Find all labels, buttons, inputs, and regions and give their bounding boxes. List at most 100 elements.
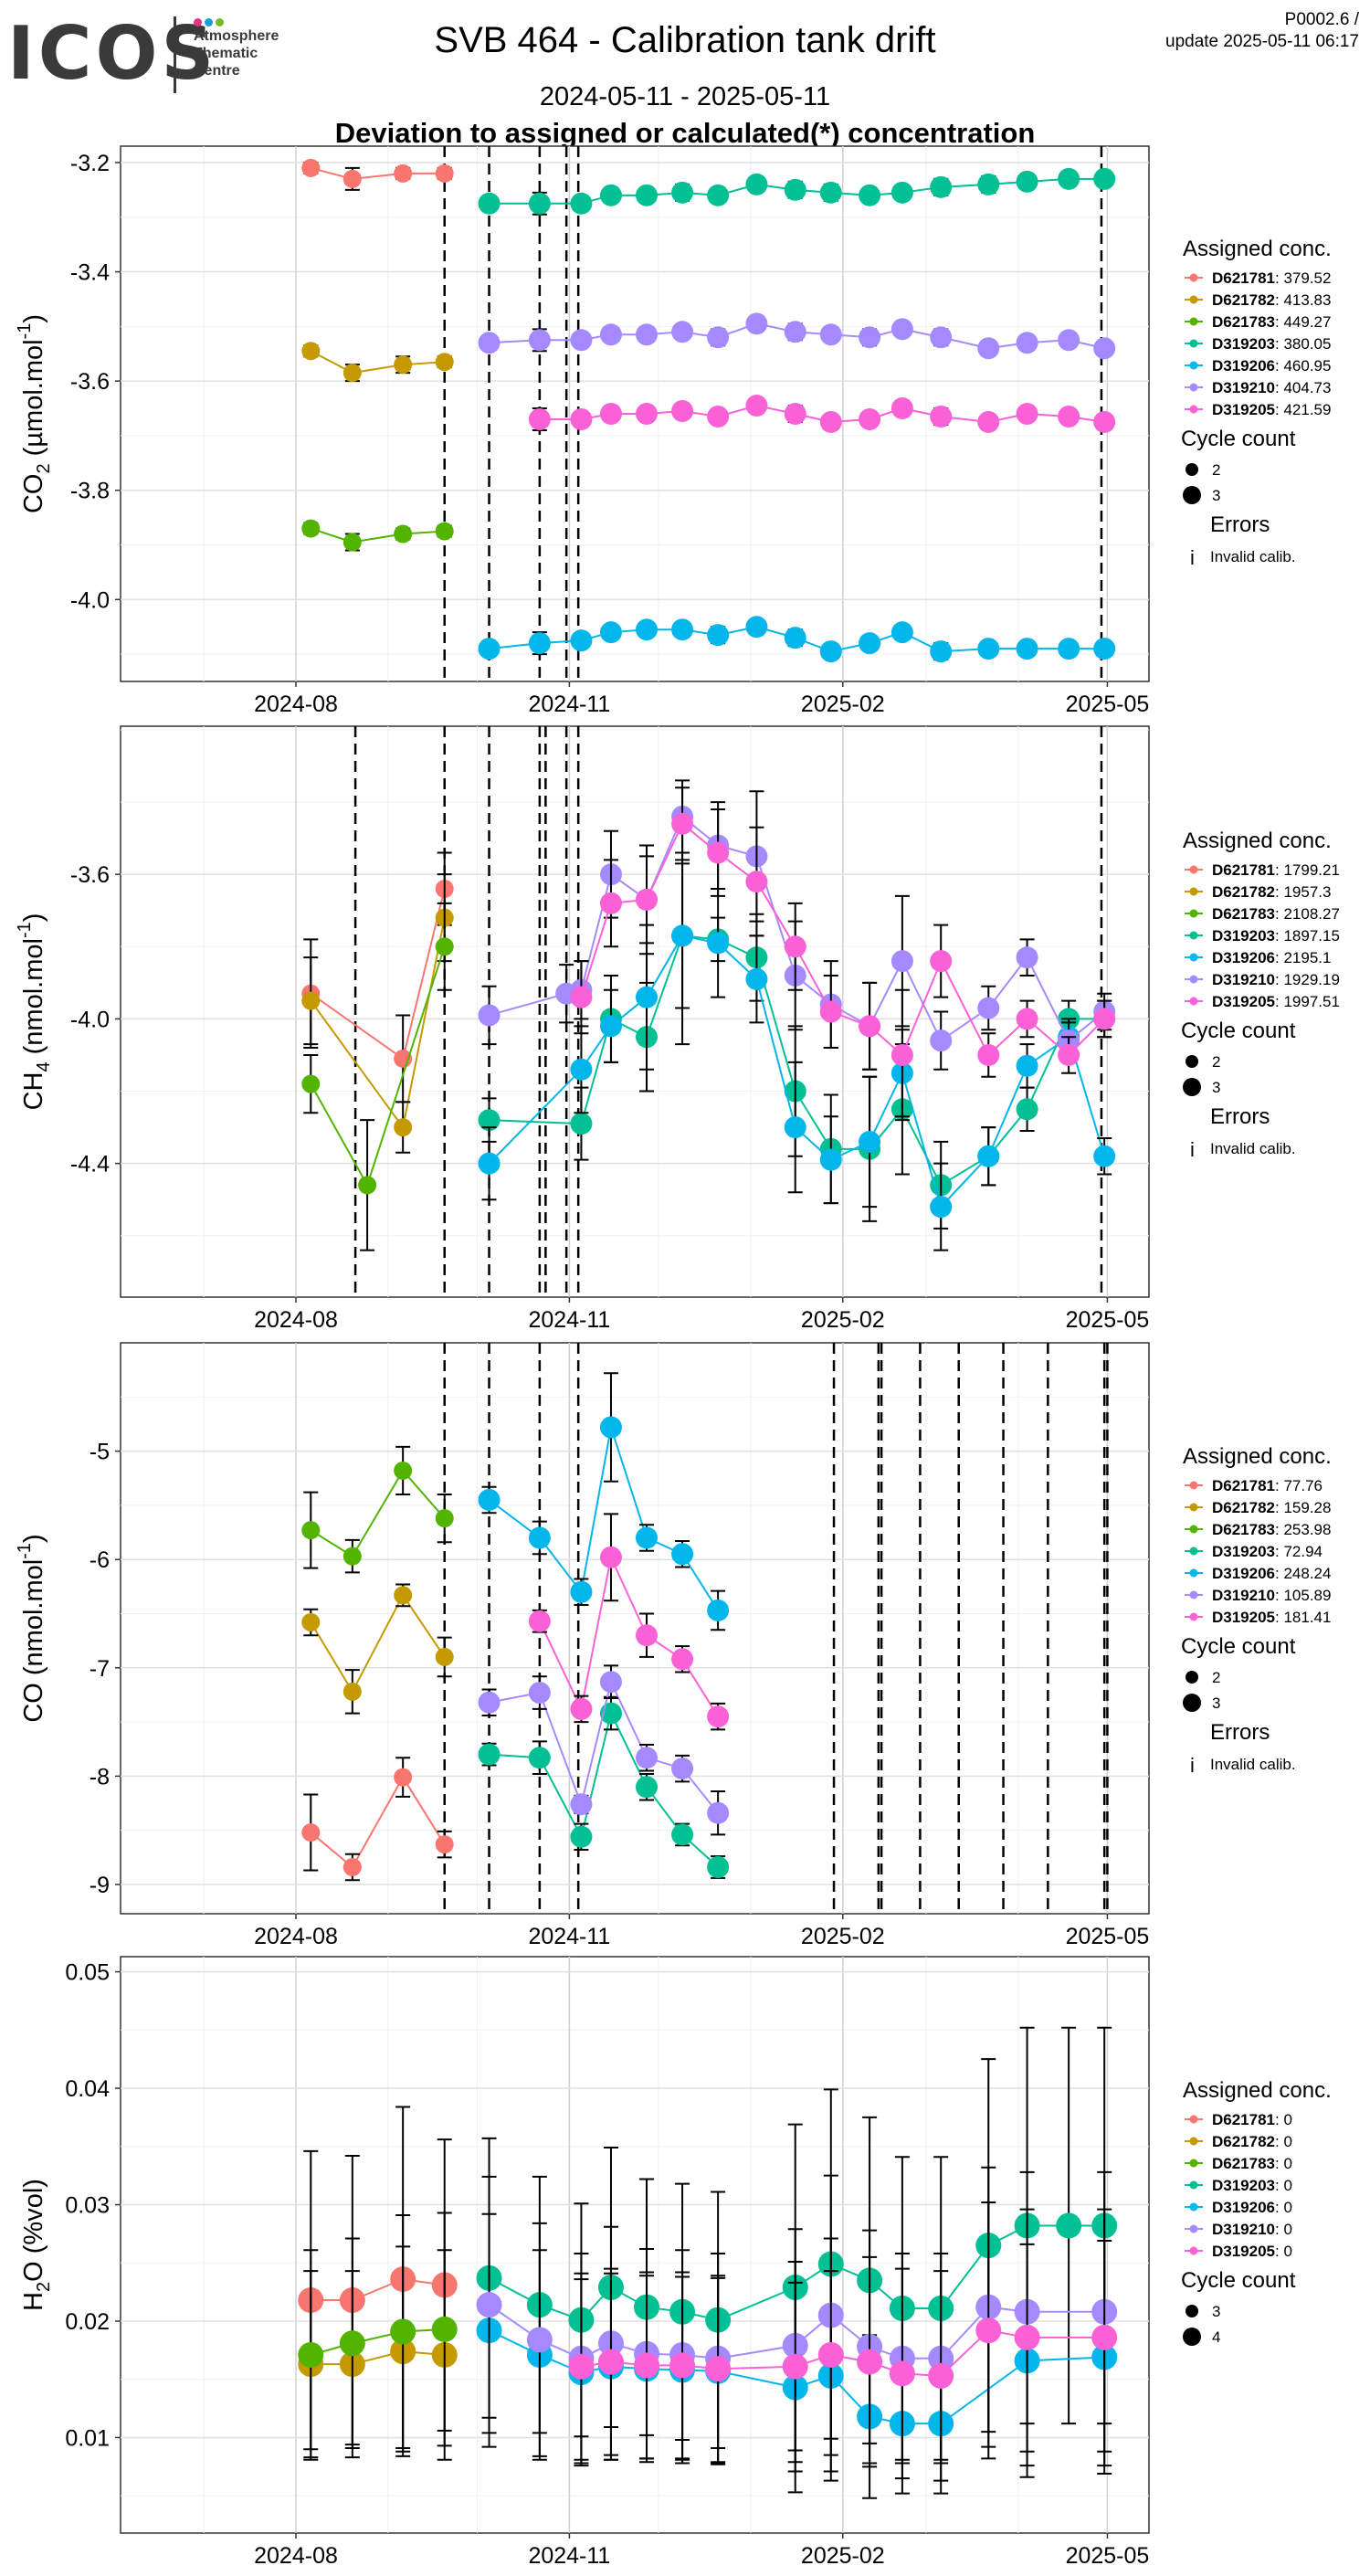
- legend-cycle-dot: [1186, 463, 1198, 476]
- data-point-D319205: [782, 2353, 808, 2380]
- data-point-D621783: [339, 2330, 365, 2357]
- data-point-D621783: [298, 2341, 324, 2368]
- legend-cycle-dot: [1183, 486, 1201, 504]
- data-point-D319203: [570, 1825, 593, 1848]
- data-point-D319210: [599, 323, 622, 346]
- data-point-D319205: [930, 950, 953, 973]
- data-point-D319206: [478, 638, 501, 660]
- logo-divider: [174, 16, 176, 93]
- data-point-D319205: [745, 871, 768, 893]
- series-line-D319206: [488, 934, 1106, 1209]
- legend-entry-value: : 460.95: [1275, 357, 1331, 375]
- legend-entry-value: : 449.27: [1275, 313, 1331, 331]
- x-tick-label: 2024-08: [254, 2543, 338, 2569]
- logo-subtitle: Atmosphere Thematic Centre: [194, 28, 279, 79]
- data-point-D621782: [301, 342, 321, 361]
- y-tick-label: -3.4: [70, 260, 110, 286]
- legend-entry: D319205: 421.59: [1212, 401, 1331, 418]
- x-tick-label: 2025-02: [801, 2543, 885, 2569]
- legend-entry-value: : 379.52: [1275, 269, 1331, 287]
- y-tick-label: -7: [90, 1656, 110, 1682]
- data-point-D319206: [671, 924, 694, 947]
- x-tick-label: 2024-08: [254, 1924, 338, 1949]
- legend-entry-name: D621781: [1212, 269, 1275, 287]
- legend-key-dot: [1189, 1612, 1198, 1621]
- data-point-D319205: [745, 395, 768, 417]
- legend-errors-label: Invalid calib.: [1210, 548, 1296, 565]
- legend-entry-value: : 248.24: [1275, 1565, 1331, 1582]
- data-point-D319205: [1091, 2324, 1118, 2350]
- legend-entry: D319210: 105.89: [1212, 1587, 1331, 1604]
- invalid-calib-icon: i: [1190, 546, 1195, 569]
- legend-entry-value: : 181.41: [1275, 1609, 1331, 1626]
- y-axis-label: CO2 (µmol.mol-1): [15, 314, 54, 513]
- legend-entry: D319205: 1997.51: [1212, 993, 1340, 1010]
- legend-key-dot: [1189, 1568, 1198, 1578]
- legend-entry-value: : 1957.3: [1275, 883, 1331, 901]
- series-line-D621781: [310, 1775, 446, 1869]
- legend-entry-name: D621782: [1212, 1499, 1275, 1516]
- legend-entry: D319206: 248.24: [1212, 1565, 1331, 1582]
- legend-cycle-label: 4: [1212, 2328, 1220, 2346]
- report-header: ICOS Atmosphere Thematic Centre SVB 464 …: [0, 0, 1370, 149]
- legend-entry-name: D621783: [1212, 2155, 1275, 2172]
- legend-entry: D319205: 181.41: [1212, 1609, 1331, 1626]
- data-point-D319206: [1016, 1054, 1038, 1077]
- data-point-D319210: [478, 1691, 501, 1714]
- legend-cycle-label: 2: [1212, 1669, 1220, 1686]
- data-point-D319206: [636, 986, 659, 1008]
- data-point-D319206: [859, 632, 881, 655]
- data-point-D319205: [528, 407, 551, 430]
- legend-entry: D319206: 0: [1212, 2199, 1292, 2216]
- data-point-D621781: [301, 1823, 321, 1842]
- legend-entry-name: D621782: [1212, 291, 1275, 309]
- legend-key-dot: [1189, 2202, 1198, 2212]
- legend-key-dot: [1189, 865, 1198, 874]
- legend-cycle-title: Cycle count: [1181, 1019, 1296, 1043]
- data-point-D319210: [784, 321, 806, 343]
- data-point-D319203: [890, 181, 913, 204]
- y-axis-label-part: (nmol.mol: [19, 1559, 48, 1683]
- data-point-D319206: [599, 1416, 622, 1439]
- legend-entry-name: D319206: [1212, 949, 1275, 966]
- legend-cycle-dot: [1183, 1078, 1201, 1096]
- data-point-D621783: [342, 1547, 362, 1566]
- data-point-D319203: [977, 173, 1000, 195]
- legend-entry: D621783: 2108.27: [1212, 905, 1340, 923]
- legend-cycle-label: 3: [1212, 1079, 1220, 1096]
- data-point-D319206: [930, 640, 953, 663]
- data-point-D319210: [859, 326, 881, 349]
- data-point-D319203: [1093, 167, 1116, 190]
- legend-key-dot: [1189, 2137, 1198, 2146]
- legend-entry-value: : 0: [1275, 2221, 1292, 2238]
- legend-entry-value: : 253.98: [1275, 1521, 1331, 1538]
- data-point-D621783: [394, 1461, 413, 1480]
- x-tick-label: 2025-05: [1066, 2543, 1150, 2569]
- x-tick-label: 2025-02: [801, 692, 885, 717]
- data-point-D621781: [342, 1858, 362, 1877]
- legend-entry: D621781: 379.52: [1212, 269, 1331, 287]
- data-point-D319205: [599, 403, 622, 425]
- legend-title: Assigned conc.: [1183, 237, 1332, 261]
- data-point-D319205: [599, 1546, 622, 1568]
- legend-key-dot: [1189, 2159, 1198, 2168]
- data-point-D319206: [819, 640, 842, 663]
- legend-key-dot: [1189, 273, 1198, 282]
- chart-subtitle: Deviation to assigned or calculated(*) c…: [334, 117, 1036, 149]
- legend-entry-name: D319210: [1212, 379, 1275, 396]
- x-tick-label: 2025-02: [801, 1307, 885, 1333]
- legend-entry: D621783: 0: [1212, 2155, 1292, 2172]
- chart-panel-ch4: 2024-08 2024-11 2025-02 2025-05 -3.6 -4.0 -4.4…: [15, 725, 1340, 1333]
- data-point-D319203: [784, 178, 806, 201]
- y-tick-label: -5: [90, 1440, 110, 1465]
- chart-title: SVB 464 - Calibration tank drift: [434, 20, 936, 60]
- data-point-D319203: [478, 1743, 501, 1766]
- legend-entry: D621782: 0: [1212, 2133, 1292, 2150]
- data-point-D319203: [707, 1856, 730, 1879]
- legend-entry-name: D319205: [1212, 401, 1275, 418]
- update-timestamp: update 2025-05-11 06:17: [1165, 32, 1359, 51]
- legend-entry-value: : 0: [1275, 2199, 1292, 2216]
- legend-key-dot: [1189, 887, 1198, 896]
- data-point-D319205: [634, 2352, 660, 2379]
